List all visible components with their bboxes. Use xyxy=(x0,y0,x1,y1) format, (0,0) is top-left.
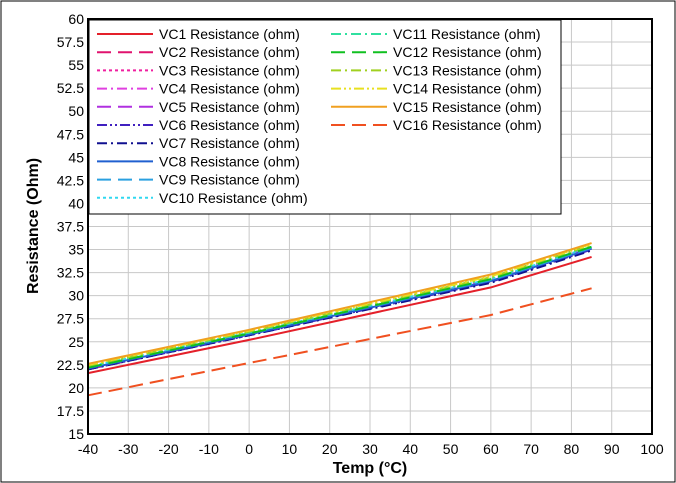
series-line-vc14 xyxy=(87,243,592,366)
plot-lines xyxy=(87,242,592,397)
legend-label: VC16 Resistance (ohm) xyxy=(393,117,542,133)
series-line-vc12 xyxy=(87,245,592,369)
legend-box xyxy=(88,19,562,215)
series-line-vc1 xyxy=(87,255,592,375)
legend-label: VC8 Resistance (ohm) xyxy=(159,153,300,169)
legend-label: VC4 Resistance (ohm) xyxy=(159,81,300,97)
legend-label: VC12 Resistance (ohm) xyxy=(393,44,542,60)
series-line-vc15 xyxy=(87,242,592,365)
legend-label: VC6 Resistance (ohm) xyxy=(159,117,300,133)
y-tick-label: 57.5 xyxy=(57,34,84,50)
plot-frame xyxy=(87,18,653,435)
y-tick-label: 22.5 xyxy=(57,357,84,373)
x-tick-label: 40 xyxy=(402,441,418,457)
legend-label: VC9 Resistance (ohm) xyxy=(159,172,300,188)
x-tick-label: 60 xyxy=(483,441,499,457)
y-tick-label: 17.5 xyxy=(57,403,84,419)
y-tick-label: 27.5 xyxy=(57,311,84,327)
y-tick-label: 47.5 xyxy=(57,126,84,142)
legend-label: VC1 Resistance (ohm) xyxy=(159,26,300,42)
y-tick-label: 60 xyxy=(68,11,84,27)
legend-label: VC13 Resistance (ohm) xyxy=(393,62,542,78)
y-axis-title: Resistance (Ohm) xyxy=(25,158,42,294)
y-tick-label: 25 xyxy=(68,334,84,350)
x-axis-title: Temp (°C) xyxy=(333,460,408,477)
x-tick-label: 20 xyxy=(322,441,338,457)
y-tick-label: 30 xyxy=(68,288,84,304)
legend-label: VC5 Resistance (ohm) xyxy=(159,99,300,115)
legend-label: VC3 Resistance (ohm) xyxy=(159,62,300,78)
legend-label: VC15 Resistance (ohm) xyxy=(393,99,542,115)
y-tick-labels: 15 17.5 20 22.5 25 27.5 30 32.5 35 37.5 40 42.5 45 47… xyxy=(57,11,84,442)
x-tick-label: 90 xyxy=(604,441,620,457)
legend-label: VC14 Resistance (ohm) xyxy=(393,81,542,97)
y-tick-label: 42.5 xyxy=(57,172,84,188)
x-tick-label: 100 xyxy=(640,441,664,457)
x-tick-label: 70 xyxy=(523,441,539,457)
y-tick-label: 15 xyxy=(68,426,84,442)
x-tick-label: -40 xyxy=(78,441,98,457)
x-tick-label: 0 xyxy=(245,441,253,457)
x-tick-label: 80 xyxy=(564,441,580,457)
x-tick-label: 10 xyxy=(282,441,298,457)
x-tick-label: -10 xyxy=(199,441,219,457)
legend-label: VC7 Resistance (ohm) xyxy=(159,135,300,151)
legend-label: VC2 Resistance (ohm) xyxy=(159,44,300,60)
y-tick-label: 35 xyxy=(68,242,84,258)
legend: VC1 Resistance (ohm) VC2 Resistance (ohm)… xyxy=(88,19,562,215)
x-tick-label: 50 xyxy=(443,441,459,457)
series-line-vc16 xyxy=(87,287,592,397)
y-tick-label: 50 xyxy=(68,103,84,119)
x-tick-label: -30 xyxy=(118,441,138,457)
x-tick-label: 30 xyxy=(362,441,378,457)
y-tick-label: 20 xyxy=(68,380,84,396)
x-tick-label: -20 xyxy=(158,441,178,457)
y-tick-label: 52.5 xyxy=(57,80,84,96)
y-tick-label: 55 xyxy=(68,57,84,73)
y-tick-label: 32.5 xyxy=(57,265,84,281)
y-tick-label: 37.5 xyxy=(57,219,84,235)
y-tick-label: 40 xyxy=(68,195,84,211)
legend-label: VC11 Resistance (ohm) xyxy=(393,26,541,42)
y-tick-label: 45 xyxy=(68,149,84,165)
x-tick-labels: -40 -30 -20 -10 0 10 20 30 40 50 60 70 80 90 100 xyxy=(78,441,664,457)
legend-label: VC10 Resistance (ohm) xyxy=(159,190,308,206)
